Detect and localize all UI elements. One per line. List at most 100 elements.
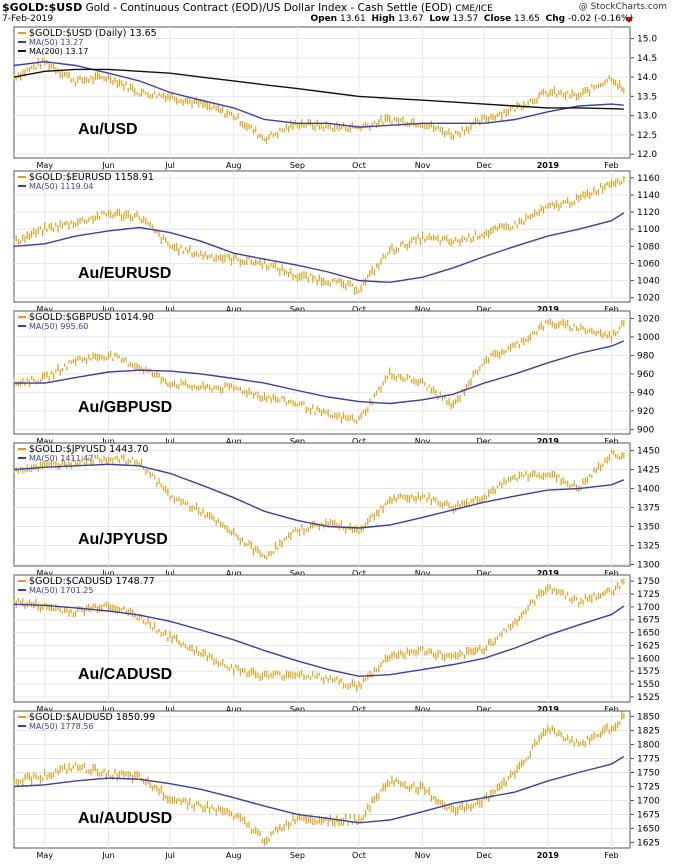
ma50-line — [13, 603, 625, 678]
open-value: 13.61 — [339, 14, 366, 24]
x-tick-label: Sep — [290, 851, 305, 860]
legend-entry: $GOLD:$AUDUSD 1850.99 — [29, 712, 155, 723]
x-tick-label: Jun — [101, 161, 115, 170]
x-tick-label: Dec — [476, 437, 491, 446]
x-tick-label: Feb — [604, 705, 618, 714]
legend-entry: $GOLD:$GBPUSD 1014.90 — [29, 312, 154, 323]
ma50-line — [13, 755, 625, 824]
open-label: Open — [310, 14, 338, 24]
x-tick-label: May — [37, 569, 54, 578]
y-tick-label: 1625 — [637, 838, 660, 848]
x-tick-label: Nov — [415, 161, 431, 170]
legend-entry: MA(50) 13.27 — [29, 38, 83, 47]
y-tick-label: 1450 — [637, 447, 660, 457]
ma200-line — [13, 68, 624, 110]
y-tick-label: 1850 — [637, 713, 660, 723]
y-tick-label: 1650 — [637, 824, 660, 834]
legend-entry: MA(50) 1778.56 — [29, 722, 93, 731]
y-tick-label: 900 — [637, 425, 654, 435]
brand-watermark: @ StockCharts.com — [578, 2, 667, 12]
x-tick-label: 2019 — [537, 305, 560, 314]
panel-label: Au/AUDUSD — [78, 810, 172, 827]
x-tick-label: Feb — [604, 305, 618, 314]
y-tick-label: 14.0 — [637, 73, 657, 83]
x-tick-label: 2019 — [537, 437, 560, 446]
x-tick-label: May — [37, 437, 54, 446]
x-tick-label: May — [37, 161, 54, 170]
y-tick-label: 1775 — [637, 755, 660, 765]
x-tick-label: Sep — [290, 161, 305, 170]
y-tick-label: 1550 — [637, 680, 660, 690]
y-tick-label: 1625 — [637, 641, 660, 651]
y-tick-label: 1100 — [637, 225, 660, 235]
x-tick-label: 2019 — [537, 851, 560, 860]
y-tick-label: 1020 — [637, 314, 660, 324]
close-label: Close — [483, 14, 512, 24]
x-tick-label: Nov — [415, 569, 431, 578]
y-tick-label: 13.5 — [637, 92, 657, 102]
ma50-line — [14, 340, 625, 405]
legend-entry: MA(50) 1701.25 — [29, 586, 93, 595]
x-tick-label: May — [37, 305, 54, 314]
panel-frame — [13, 574, 631, 703]
ma50-line — [13, 463, 625, 529]
symbol-description: Gold - Continuous Contract (EOD)/US Doll… — [85, 2, 453, 14]
legend-entry: MA(50) 1119.04 — [29, 182, 93, 191]
y-tick-label: 13.0 — [637, 112, 657, 122]
x-tick-label: Oct — [352, 705, 366, 714]
chart-title: $GOLD:$USD Gold - Continuous Contract (E… — [2, 1, 493, 14]
legend-entry: MA(200) 13.17 — [29, 47, 88, 56]
y-tick-label: 12.0 — [637, 150, 657, 160]
y-tick-label: 1675 — [637, 810, 660, 820]
x-tick-label: Jul — [164, 437, 175, 446]
y-tick-label: 1300 — [637, 560, 660, 570]
y-tick-label: 1080 — [637, 242, 660, 252]
x-tick-label: Aug — [226, 851, 242, 860]
panel-label: Au/USD — [78, 121, 138, 138]
y-tick-label: 1425 — [637, 466, 660, 476]
x-tick-label: Jun — [101, 705, 115, 714]
x-tick-label: Jul — [164, 851, 175, 860]
y-tick-label: 12.5 — [637, 131, 657, 141]
y-tick-label: 960 — [637, 370, 654, 380]
y-tick-label: 1650 — [637, 629, 660, 639]
y-tick-label: 1020 — [637, 294, 660, 304]
x-tick-label: Jul — [164, 569, 175, 578]
close-value: 13.65 — [514, 14, 540, 24]
x-tick-label: Oct — [352, 437, 366, 446]
x-tick-label: May — [37, 851, 54, 860]
x-tick-label: 2019 — [537, 569, 560, 578]
x-tick-label: Jun — [101, 851, 115, 860]
low-label: Low — [429, 14, 450, 24]
x-tick-label: Feb — [604, 569, 618, 578]
legend-entry: MA(50) 995.60 — [29, 322, 88, 331]
y-tick-label: 1675 — [637, 616, 660, 626]
x-tick-label: Nov — [415, 851, 431, 860]
x-tick-label: Jun — [101, 569, 115, 578]
ma50-line — [13, 212, 625, 284]
x-tick-label: Jul — [164, 305, 175, 314]
y-tick-label: 1700 — [637, 603, 660, 613]
y-tick-label: 1725 — [637, 590, 660, 600]
x-tick-label: Sep — [290, 705, 305, 714]
panel-label: Au/CADUSD — [78, 666, 172, 683]
x-tick-label: Oct — [352, 305, 366, 314]
y-tick-label: 1350 — [637, 523, 660, 533]
x-tick-label: Jul — [164, 161, 175, 170]
y-tick-label: 1060 — [637, 259, 660, 269]
y-tick-label: 1750 — [637, 577, 660, 587]
y-tick-label: 920 — [637, 407, 654, 417]
low-value: 13.57 — [452, 14, 479, 24]
x-tick-label: Jun — [101, 437, 115, 446]
x-tick-label: 2019 — [537, 705, 560, 714]
x-tick-label: Feb — [604, 161, 618, 170]
high-label: High — [371, 14, 395, 24]
y-tick-label: 1325 — [637, 542, 660, 552]
x-tick-label: Oct — [352, 569, 366, 578]
x-tick-label: Feb — [604, 437, 618, 446]
y-tick-label: 1400 — [637, 485, 660, 495]
y-tick-label: 1140 — [637, 191, 660, 201]
panel-label: Au/EURUSD — [78, 265, 171, 282]
x-tick-label: Dec — [476, 569, 491, 578]
